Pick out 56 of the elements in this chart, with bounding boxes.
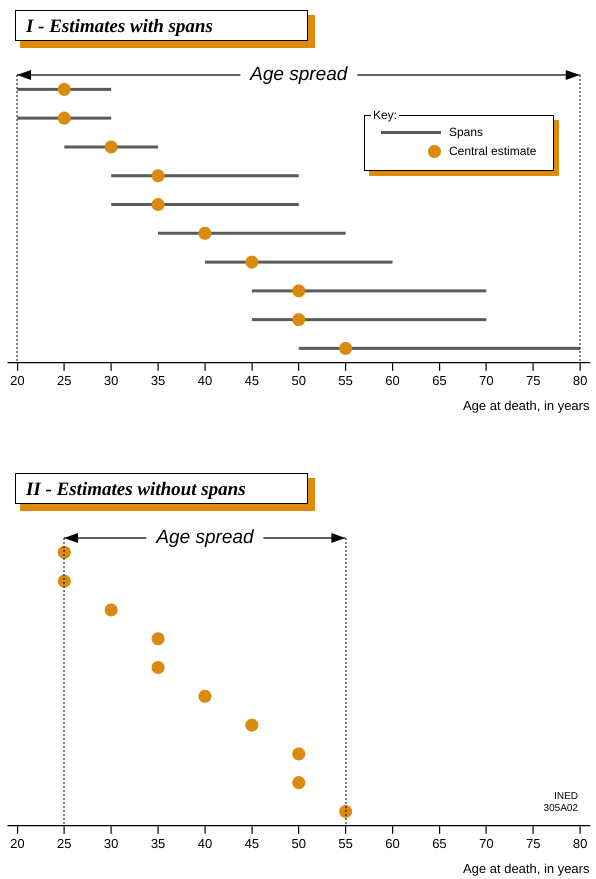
chart-title: I - Estimates with spans (15, 10, 308, 41)
x-axis-title: Age at death, in years (463, 860, 590, 876)
x-tick-label: 35 (150, 373, 166, 388)
x-tick-label: 50 (292, 373, 306, 388)
point (152, 661, 165, 674)
x-tick-label: 45 (244, 836, 260, 852)
point (198, 226, 212, 240)
legend-label: Central estimate (449, 144, 536, 158)
x-tick-label: 30 (104, 836, 118, 852)
point (152, 169, 165, 182)
point (152, 198, 165, 212)
point (58, 546, 71, 559)
point (245, 718, 258, 732)
x-tick-label: 60 (385, 836, 400, 852)
x-tick-label: 50 (292, 836, 306, 852)
point (292, 284, 306, 298)
annotation: INED 305A02 (544, 791, 578, 815)
chart-title: II - Estimates without spans (15, 473, 308, 504)
x-tick-label: 55 (338, 373, 353, 388)
point (292, 747, 306, 760)
x-tick-label: 20 (10, 836, 25, 852)
x-tick-label: 75 (526, 373, 540, 388)
point (292, 776, 306, 790)
point (245, 256, 258, 269)
x-tick-label: 80 (572, 373, 588, 388)
annotation: Age spread (146, 526, 264, 550)
point (152, 632, 165, 646)
point (58, 574, 71, 588)
x-tick-label: 25 (57, 373, 72, 388)
x-tick-label: 45 (244, 373, 260, 388)
x-tick-label: 20 (10, 373, 25, 388)
x-tick-label: 75 (526, 836, 540, 852)
x-tick-label: 30 (104, 373, 118, 388)
x-axis-title: Age at death, in years (463, 398, 590, 413)
annotation: Age spread (240, 63, 358, 87)
legend-title: Key: (371, 108, 400, 122)
point (58, 112, 71, 125)
x-tick-label: 70 (479, 373, 494, 388)
x-tick-label: 60 (385, 373, 400, 388)
point (104, 140, 118, 154)
point (104, 603, 118, 616)
x-tick-label: 65 (432, 373, 447, 388)
annotation: Spans (449, 125, 484, 139)
x-tick-label: 80 (572, 836, 588, 852)
point (198, 690, 212, 703)
point (339, 342, 352, 355)
x-tick-label: 55 (338, 836, 353, 852)
x-tick-label: 70 (479, 836, 494, 852)
point (339, 804, 352, 818)
x-tick-label: 40 (198, 373, 212, 388)
x-tick-label: 40 (198, 836, 212, 852)
x-tick-label: 35 (150, 836, 166, 852)
x-tick-label: 25 (57, 836, 72, 852)
point (292, 313, 306, 326)
x-tick-label: 65 (432, 836, 447, 852)
point (58, 82, 71, 96)
